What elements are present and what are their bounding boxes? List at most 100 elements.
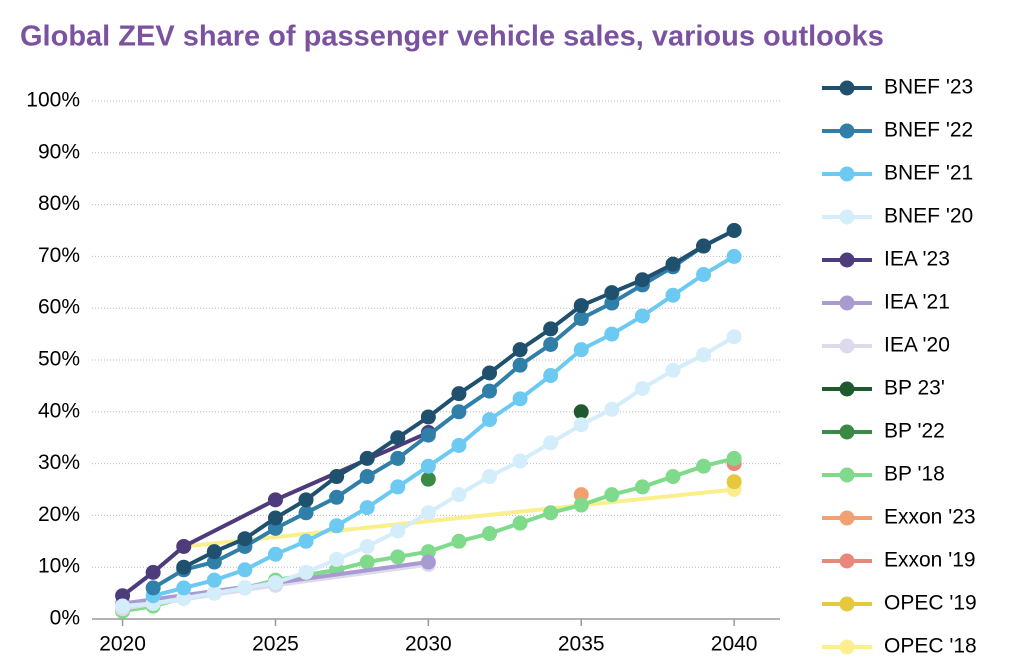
data-point [359, 500, 375, 516]
data-point [543, 336, 559, 352]
data-point [573, 311, 589, 327]
data-point [145, 580, 161, 596]
data-point [298, 492, 314, 508]
data-point [329, 489, 345, 505]
data-point [420, 544, 436, 560]
data-point [420, 458, 436, 474]
data-point [604, 487, 620, 503]
data-point [634, 380, 650, 396]
chart-title: Global ZEV share of passenger vehicle sa… [20, 21, 884, 53]
y-tick-label: 0% [50, 607, 80, 630]
data-point [206, 585, 222, 601]
y-tick-label: 70% [38, 244, 80, 267]
legend-marker [839, 80, 855, 96]
legend-label: BP 23' [884, 377, 945, 400]
data-point [665, 256, 681, 272]
legend-marker [839, 338, 855, 354]
data-point [359, 450, 375, 466]
data-point [115, 588, 131, 604]
legend-marker [839, 381, 855, 397]
data-point [390, 479, 406, 495]
legend-marker [839, 596, 855, 612]
data-point [573, 417, 589, 433]
data-point [512, 357, 528, 373]
y-tick-label: 100% [26, 89, 80, 112]
data-point [237, 580, 253, 596]
data-point [115, 598, 131, 614]
data-point [298, 533, 314, 549]
data-point [206, 544, 222, 560]
legend-marker [839, 123, 855, 139]
data-point [543, 435, 559, 451]
data-point [482, 383, 498, 399]
data-point [329, 469, 345, 485]
y-tick-label: 60% [38, 296, 80, 319]
data-point [298, 505, 314, 521]
legend-label: IEA '20 [884, 334, 950, 357]
data-point [543, 321, 559, 337]
legend-label: BNEF '22 [884, 119, 973, 142]
legend-label: BP '22 [884, 420, 945, 443]
y-tick-label: 80% [38, 192, 80, 215]
y-tick-label: 50% [38, 348, 80, 371]
data-point [543, 368, 559, 384]
legend-label: IEA '23 [884, 248, 950, 271]
data-point [634, 272, 650, 288]
data-point [604, 295, 620, 311]
data-point [573, 487, 589, 503]
data-point [176, 538, 192, 554]
data-point [573, 497, 589, 513]
data-point [604, 326, 620, 342]
data-point [696, 458, 712, 474]
data-point [390, 450, 406, 466]
data-point [145, 564, 161, 580]
data-point [359, 469, 375, 485]
data-point [543, 505, 559, 521]
data-point [390, 430, 406, 446]
x-tick-label: 2035 [558, 633, 605, 656]
data-point [512, 342, 528, 358]
data-point [267, 492, 283, 508]
data-point [329, 518, 345, 534]
legend-marker [839, 467, 855, 483]
legend-label: BNEF '21 [884, 162, 973, 185]
data-point [726, 450, 742, 466]
data-point [359, 554, 375, 570]
data-point [451, 404, 467, 420]
data-point [696, 347, 712, 363]
data-point [420, 471, 436, 487]
data-point [359, 538, 375, 554]
data-point [451, 437, 467, 453]
x-tick-label: 2040 [711, 633, 758, 656]
data-point [267, 575, 283, 591]
legend-label: OPEC '19 [884, 592, 977, 615]
x-tick-label: 2030 [405, 633, 452, 656]
data-point [237, 562, 253, 578]
data-point [420, 427, 436, 443]
data-point [604, 401, 620, 417]
data-point [512, 453, 528, 469]
data-point [329, 551, 345, 567]
y-tick-label: 90% [38, 140, 80, 163]
legend-label: Exxon '19 [884, 549, 976, 572]
series-line [183, 487, 735, 549]
data-point [237, 531, 253, 547]
data-point [512, 515, 528, 531]
data-point [420, 554, 436, 570]
legend-marker [839, 209, 855, 225]
legend-marker [839, 639, 855, 655]
legend-label: IEA '21 [884, 291, 950, 314]
legend-marker [839, 424, 855, 440]
data-point [726, 223, 742, 238]
data-point [665, 469, 681, 485]
data-point [665, 362, 681, 378]
data-point [267, 546, 283, 562]
data-point [573, 298, 589, 314]
legend-label: BP '18 [884, 463, 945, 486]
data-point [604, 285, 620, 301]
data-point [482, 526, 498, 542]
data-point [451, 386, 467, 402]
data-point [206, 572, 222, 588]
data-point [726, 248, 742, 264]
